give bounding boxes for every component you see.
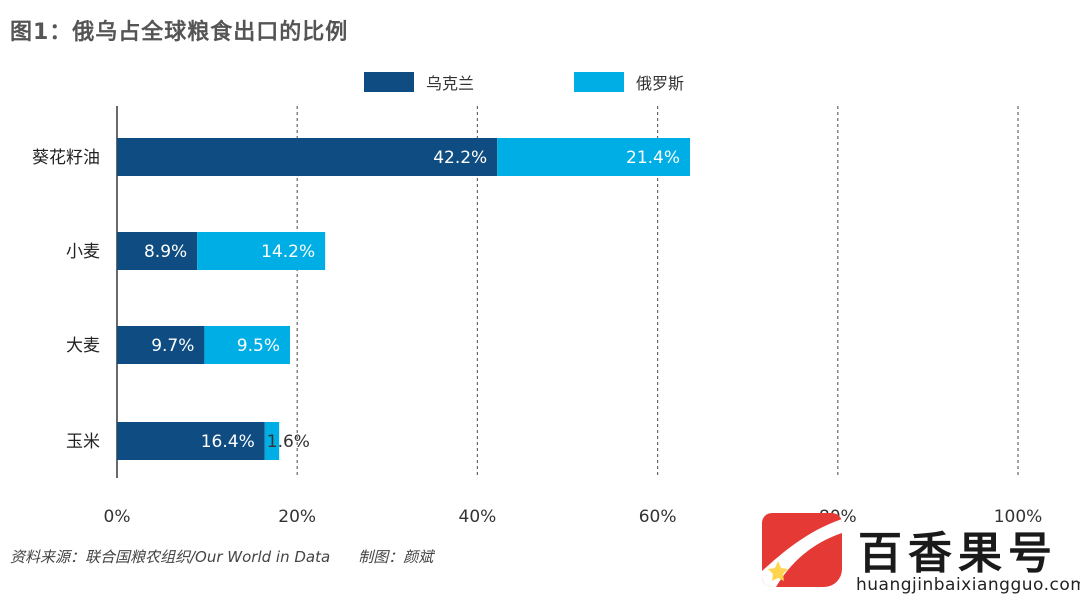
data-label-1-0: 21.4% (626, 148, 680, 168)
watermark-url: huangjinbaixiangguo.com (856, 575, 1080, 595)
watermark: 百香果号 huangjinbaixiangguo.com (762, 513, 1080, 602)
legend: 乌克兰 俄罗斯 (0, 70, 1080, 94)
bar-0-3 (117, 422, 265, 460)
category-label-0: 葵花籽油 (32, 148, 100, 168)
data-label-0-2: 9.7% (151, 336, 194, 356)
x-tick-label-100: 100% (994, 507, 1043, 527)
watermark-name: 百香果号 (858, 528, 1058, 579)
legend-item-russia: 俄罗斯 (574, 70, 684, 94)
category-label-3: 玉米 (66, 432, 100, 452)
bar-1-3 (264, 422, 280, 460)
source-text: 资料来源：联合国粮农组织/Our World in Data (10, 548, 331, 566)
x-tick-label-20: 20% (278, 507, 316, 527)
legend-swatch-russia (574, 72, 624, 92)
legend-item-ukraine: 乌克兰 (364, 70, 474, 94)
bar-0-0 (117, 138, 498, 176)
chart-title: 图1：俄乌占全球粮食出口的比例 (10, 20, 349, 45)
data-label-0-0: 42.2% (433, 148, 487, 168)
bar-1-0 (497, 138, 691, 176)
credit-text: 制图：颜斌 (358, 548, 434, 566)
data-label-0-1: 8.9% (144, 242, 187, 262)
data-label-1-1: 14.2% (261, 242, 315, 262)
data-label-1-3: 1.6% (267, 432, 310, 452)
source-note: 资料来源：联合国粮农组织/Our World in Data 制图：颜斌 (10, 546, 433, 567)
watermark-logo-icon (762, 513, 842, 587)
data-label-0-3: 16.4% (201, 432, 255, 452)
x-tick-label-0: 0% (104, 507, 131, 527)
legend-label-russia: 俄罗斯 (636, 74, 685, 93)
legend-label-ukraine: 乌克兰 (426, 74, 475, 93)
bar-0-1 (117, 232, 198, 270)
x-tick-label-60: 60% (639, 507, 677, 527)
bar-1-2 (204, 326, 290, 364)
x-tick-label-40: 40% (459, 507, 497, 527)
legend-swatch-ukraine (364, 72, 414, 92)
data-label-1-2: 9.5% (237, 336, 280, 356)
bar-0-2 (117, 326, 205, 364)
category-label-1: 小麦 (66, 242, 100, 262)
category-label-2: 大麦 (66, 336, 100, 356)
bar-1-1 (197, 232, 326, 270)
